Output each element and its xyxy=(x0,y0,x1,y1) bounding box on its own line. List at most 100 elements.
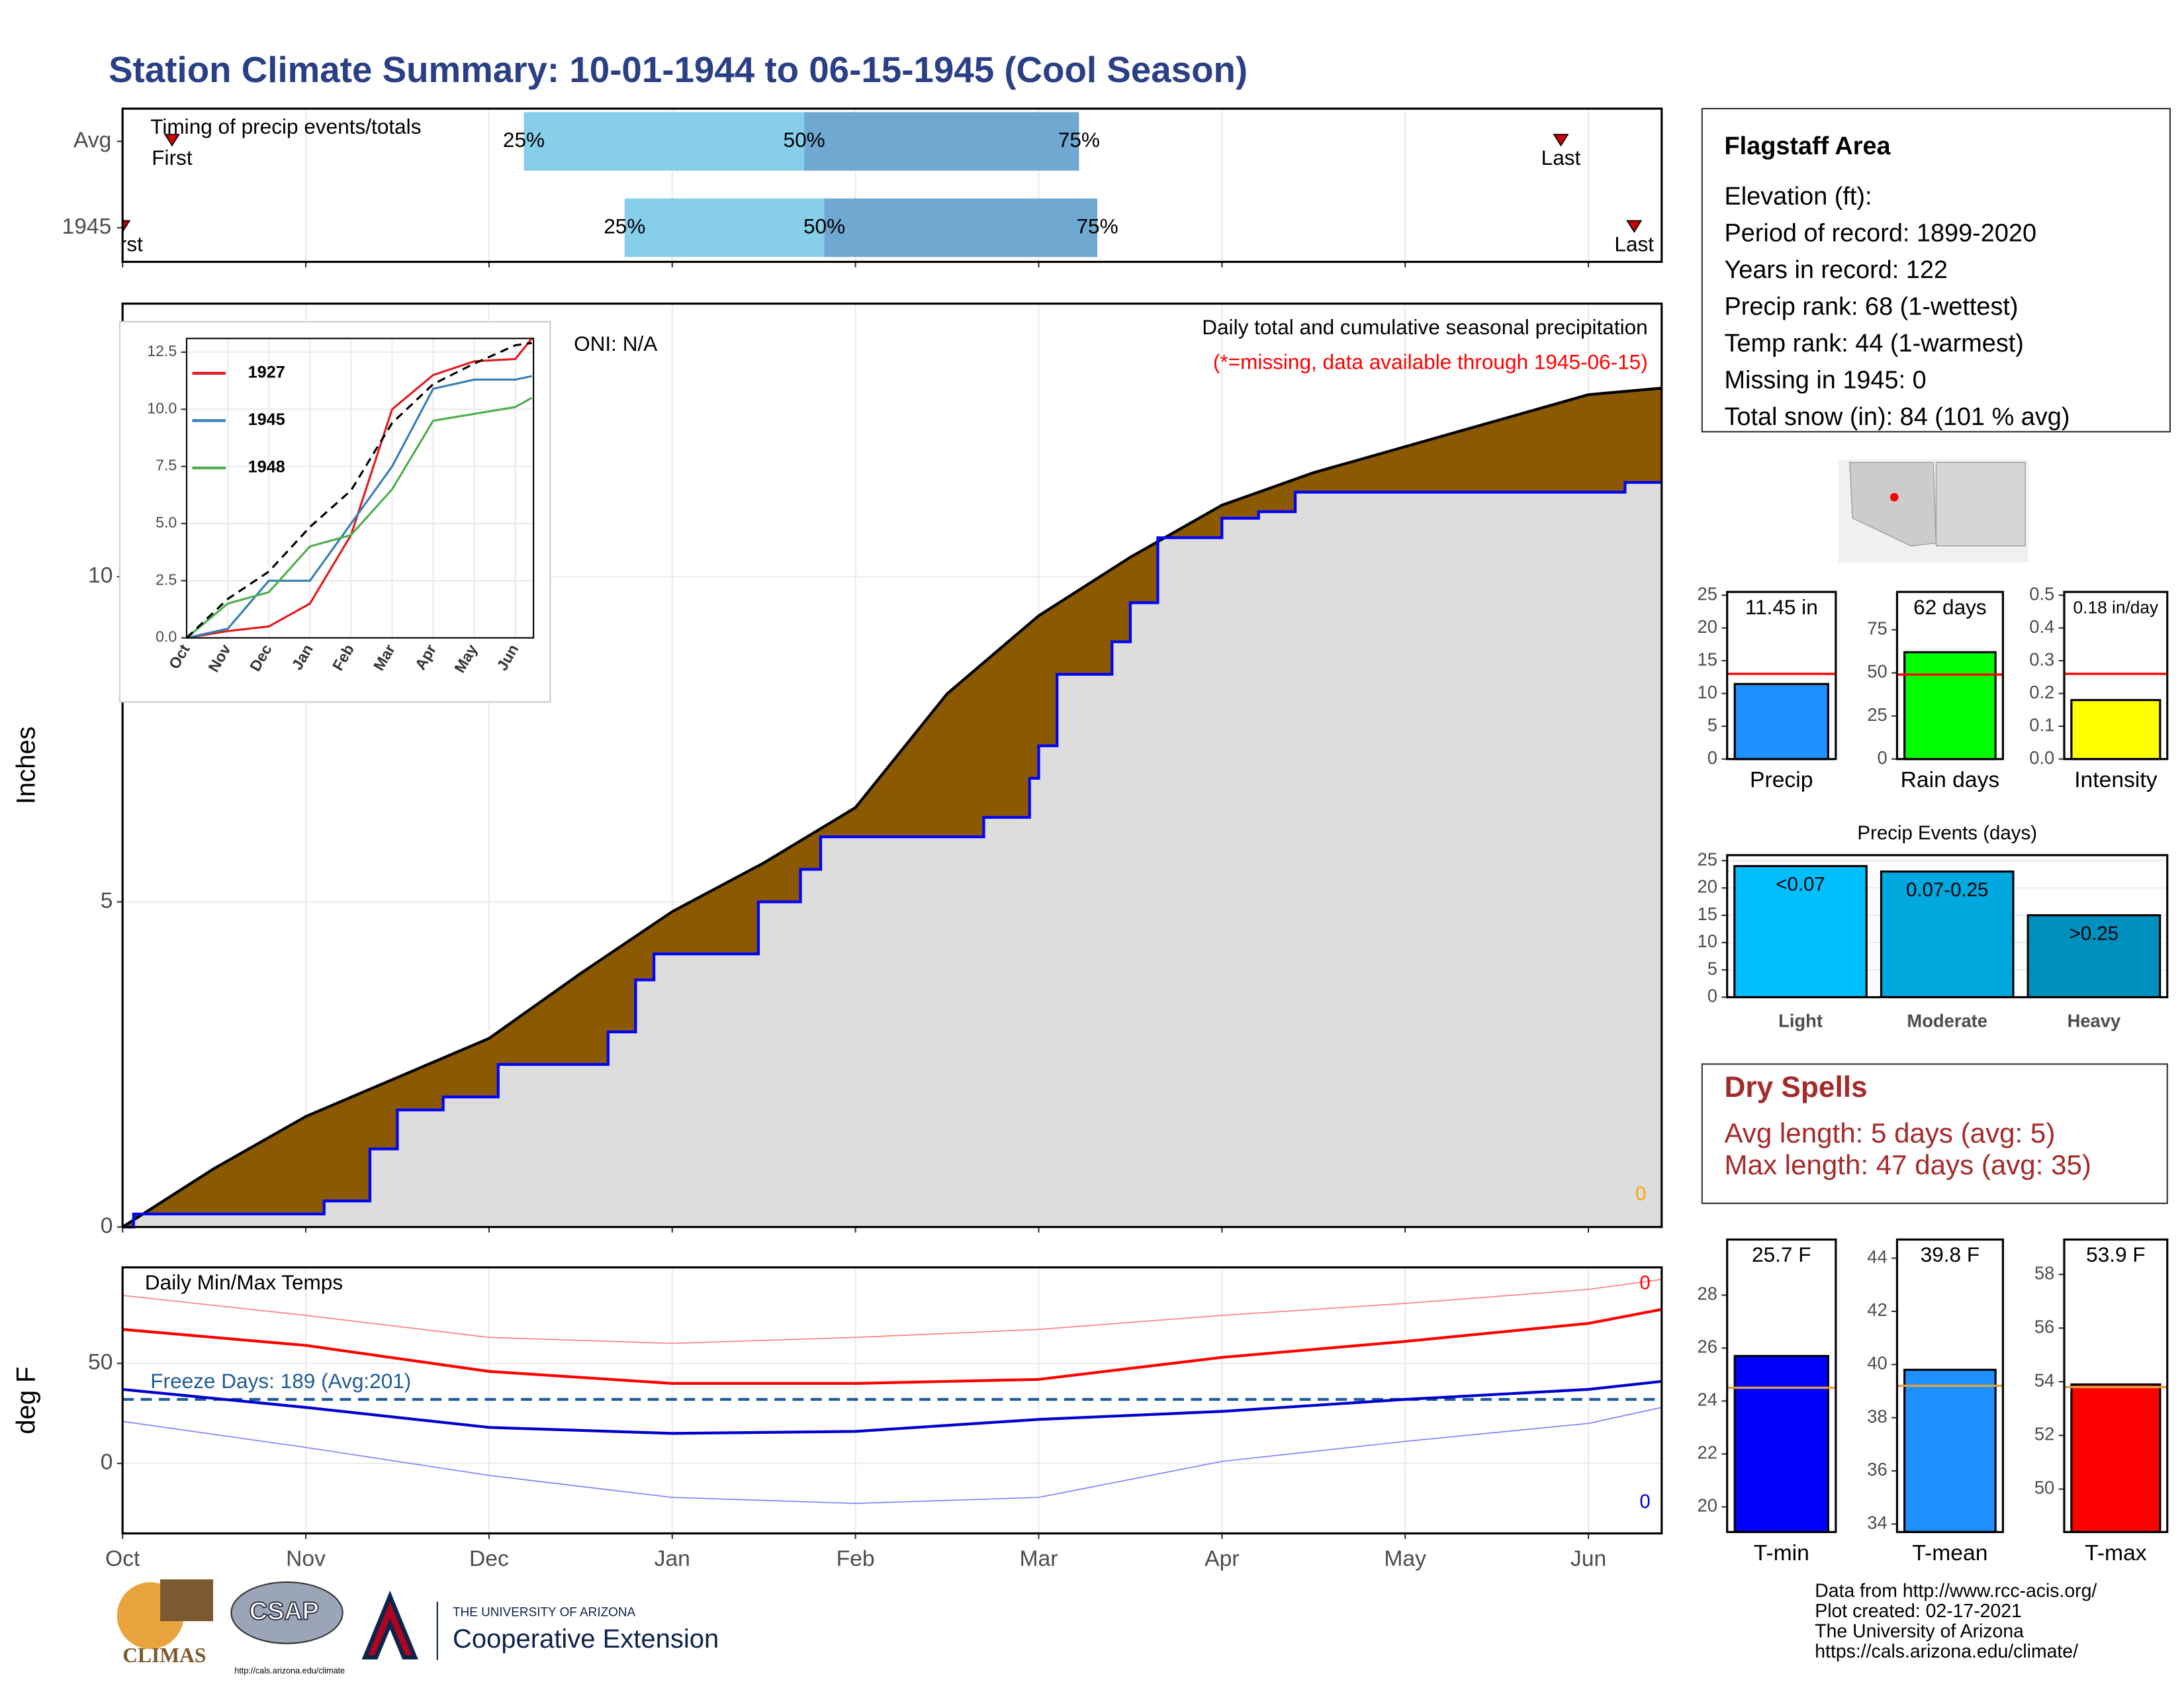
info-line: Elevation (ft): xyxy=(1724,183,1872,211)
y-axis-label: deg F xyxy=(12,1366,41,1434)
x-tick-label: Light xyxy=(1778,1011,1823,1031)
footer-line: Plot created: 02-17-2021 xyxy=(1815,1601,2022,1622)
logos: CLIMAS CSAP http://cals.arizona.edu/clim… xyxy=(116,1579,719,1675)
x-tick-label: Mar xyxy=(1019,1546,1058,1571)
bar xyxy=(2070,1383,2161,1533)
y-tick-label: 20 xyxy=(1698,616,1717,637)
panel-frame xyxy=(1726,854,2169,999)
panel-frame xyxy=(1895,1238,2004,1533)
event-label: First xyxy=(152,146,193,169)
row-label: Avg xyxy=(73,128,111,152)
event-label: First xyxy=(103,232,144,256)
panel-bg xyxy=(187,338,534,638)
y-tick-label: 50 xyxy=(2034,1477,2054,1498)
x-tick-label: Apr xyxy=(1205,1546,1239,1571)
x-tick-label: T-min xyxy=(1754,1541,1809,1566)
series-line xyxy=(186,338,533,639)
dry-spells-box xyxy=(1701,1063,2168,1204)
y-tick-label: 38 xyxy=(1867,1406,1887,1427)
y-tick-label: 0 xyxy=(1707,747,1717,768)
x-tick-label: Moderate xyxy=(1907,1011,1987,1031)
y-tick-label: 58 xyxy=(2034,1262,2054,1283)
y-tick-label: 2.5 xyxy=(156,571,177,588)
y-tick-label: 44 xyxy=(1867,1246,1887,1267)
chart-title: Daily total and cumulative seasonal prec… xyxy=(1202,315,1647,339)
y-tick-label: 25 xyxy=(1698,849,1717,869)
bar xyxy=(1733,865,1868,999)
bar xyxy=(2026,914,2161,999)
event-label: Last xyxy=(1614,232,1654,256)
map-state xyxy=(1849,461,1937,547)
series-line xyxy=(122,1380,1662,1435)
value-label: 53.9 F xyxy=(2086,1243,2145,1266)
panel-frame xyxy=(121,303,1663,1229)
range-label: >0.25 xyxy=(2070,923,2119,945)
panel-frame xyxy=(2063,590,2169,761)
range-bar xyxy=(523,112,805,171)
percent-label: 50% xyxy=(784,128,825,152)
x-tick-label: Intensity xyxy=(2074,768,2158,792)
percent-label: 50% xyxy=(803,214,845,238)
y-tick-label: 7.5 xyxy=(156,457,177,474)
page-title: Station Climate Summary: 10-01-1944 to 0… xyxy=(109,49,1248,90)
y-tick-label: 52 xyxy=(2034,1424,2054,1444)
range-label: <0.07 xyxy=(1776,874,1825,896)
dry-spells-line: Avg length: 5 days (avg: 5) xyxy=(1724,1117,2055,1149)
range-bar xyxy=(804,112,1079,171)
x-tick-label: Oct xyxy=(105,1546,140,1571)
panel-frame xyxy=(121,107,1663,263)
y-tick-label: 34 xyxy=(1867,1513,1887,1533)
value-label: 11.45 in xyxy=(1745,595,1818,619)
x-tick-label: Jan xyxy=(655,1546,690,1571)
x-tick-label: Dec xyxy=(469,1546,509,1571)
y-axis-label: Inches xyxy=(12,726,41,804)
map-state xyxy=(1935,461,2026,547)
value-label: 25.7 F xyxy=(1752,1243,1811,1266)
y-tick-label: 56 xyxy=(2034,1317,2054,1337)
y-tick-label: 0.5 xyxy=(2029,583,2054,604)
x-tick-label: Nov xyxy=(286,1546,326,1571)
chart-title: Precip Events (days) xyxy=(1857,822,2037,844)
dry-spells-title: Dry Spells xyxy=(1724,1071,1867,1103)
y-tick-label: 0 xyxy=(1707,986,1717,1006)
ua-logo xyxy=(361,1590,418,1660)
percent-label: 25% xyxy=(604,214,645,238)
extension-text: Cooperative Extension xyxy=(453,1624,719,1654)
y-tick-label: 26 xyxy=(1698,1336,1717,1357)
y-tick-label: 15 xyxy=(1698,904,1717,924)
average-line xyxy=(122,387,1662,1229)
range-bar xyxy=(824,198,1098,258)
y-tick-label: 0 xyxy=(101,1213,113,1238)
info-line: Period of record: 1899-2020 xyxy=(1724,219,2036,247)
series-line xyxy=(185,342,532,639)
x-tick-label: Jun xyxy=(1570,1546,1606,1571)
panel-frame xyxy=(1726,1238,1837,1533)
y-tick-label: 0 xyxy=(101,1450,113,1475)
footer-line: The University of Arizona xyxy=(1815,1620,2024,1642)
freeze-label: Freeze Days: 189 (Avg:201) xyxy=(150,1369,411,1393)
value-label: 62 days xyxy=(1913,595,1987,619)
y-tick-label: 5 xyxy=(1707,714,1717,735)
y-tick-label: 10 xyxy=(1698,931,1717,951)
y-tick-label: 20 xyxy=(1698,876,1717,897)
y-tick-label: 40 xyxy=(1867,1353,1887,1374)
event-marker xyxy=(1553,134,1569,147)
info-line: Total snow (in): 84 (101 % avg) xyxy=(1724,403,2070,431)
y-tick-label: 24 xyxy=(1698,1389,1717,1410)
event-marker xyxy=(1626,220,1643,233)
observed-area xyxy=(122,482,1662,1227)
csap-logo xyxy=(230,1581,343,1644)
info-line: Precip rank: 68 (1-wettest) xyxy=(1724,293,2018,320)
missing-count: 0 xyxy=(1635,1183,1646,1205)
x-tick-label: Precip xyxy=(1750,768,1813,792)
bar xyxy=(1903,651,1997,761)
x-tick-label: Feb xyxy=(837,1546,875,1571)
y-tick-label: 54 xyxy=(2034,1370,2054,1391)
series-line xyxy=(186,397,533,639)
y-tick-label: 75 xyxy=(1867,618,1887,639)
info-title: Flagstaff Area xyxy=(1724,132,1891,160)
legend-label: 1927 xyxy=(248,363,285,382)
x-tick-label: T-max xyxy=(2085,1541,2147,1566)
